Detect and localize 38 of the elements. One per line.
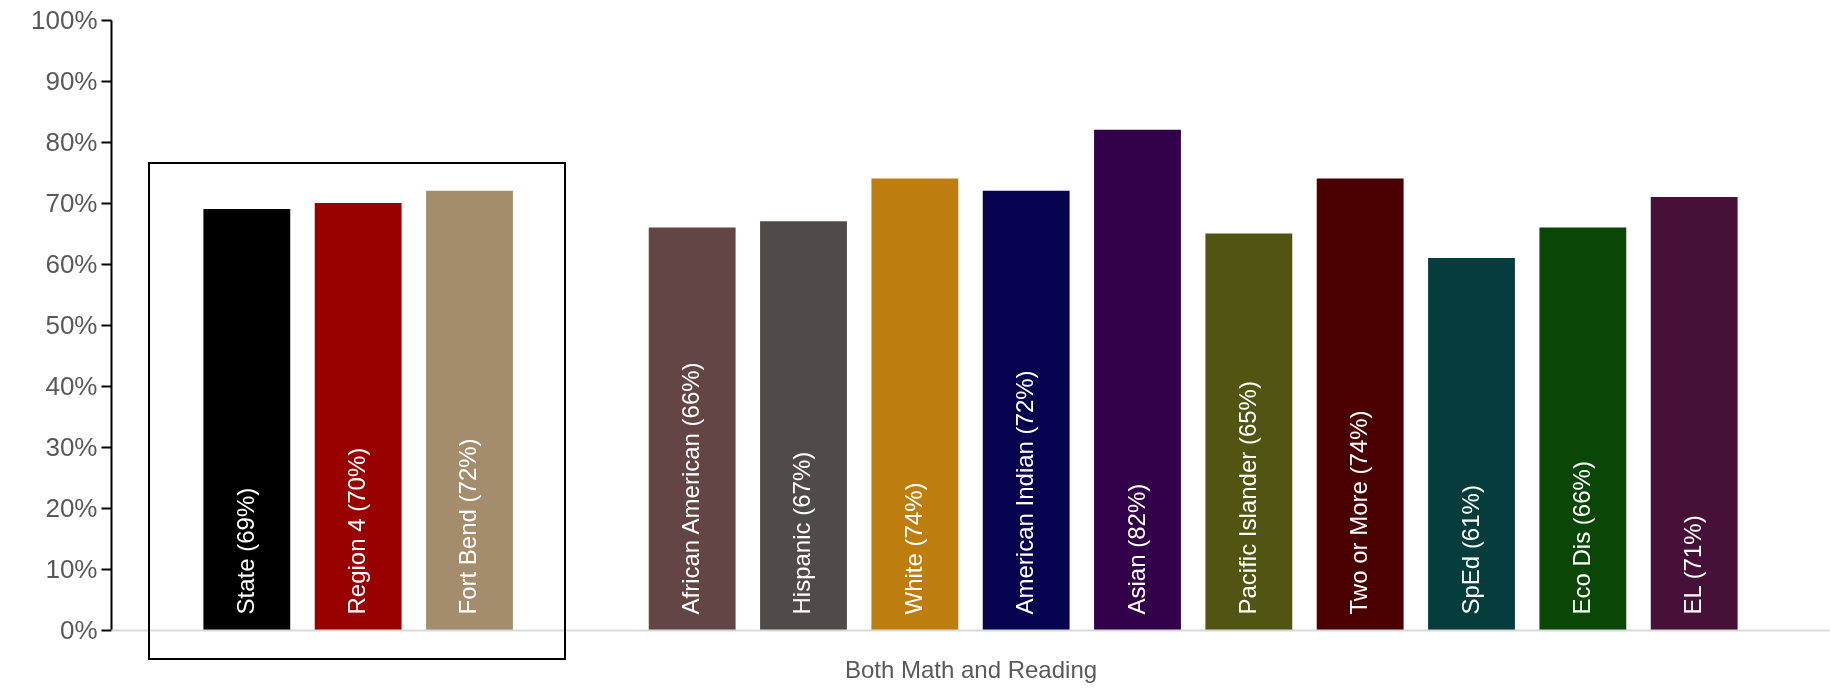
bar — [648, 227, 736, 630]
x-tick-label: Pacific Islander (65%) — [1233, 381, 1261, 615]
x-axis-title: Both Math and Reading — [844, 655, 1098, 683]
bar — [1428, 257, 1515, 630]
bar — [1539, 227, 1627, 630]
y-tick-label: 20% — [45, 492, 98, 523]
bar — [871, 178, 959, 630]
y-tick-label: 50% — [45, 309, 98, 340]
y-tick-label: 90% — [45, 65, 98, 96]
bar — [982, 190, 1070, 630]
x-tick-label: Asian (82%) — [1122, 483, 1150, 615]
bar — [1650, 196, 1738, 630]
x-tick-label: American Indian (72%) — [1011, 370, 1039, 615]
bar — [426, 190, 513, 630]
y-tick-label: 0% — [59, 614, 98, 645]
x-tick-label: SpEd (61%) — [1456, 485, 1484, 615]
x-tick-label: Two or More (74%) — [1345, 410, 1373, 615]
bar — [1205, 233, 1293, 630]
bar — [203, 209, 291, 630]
y-tick-label: 10% — [45, 553, 98, 584]
bar — [314, 203, 402, 630]
x-tick-label: Eco Dis (66%) — [1567, 461, 1595, 615]
x-tick-label: EL (71%) — [1679, 515, 1707, 615]
x-tick-label: State (69%) — [231, 487, 259, 615]
x-tick-label: African American (66%) — [677, 362, 705, 615]
bar — [1094, 129, 1181, 630]
x-tick-label: Fort Bend (72%) — [454, 438, 482, 615]
bar — [760, 221, 847, 630]
x-tick-label: White (74%) — [899, 482, 927, 615]
y-tick-label: 40% — [45, 370, 98, 401]
y-tick-label: 100% — [31, 4, 98, 35]
bar — [1316, 178, 1404, 630]
x-tick-label: Hispanic (67%) — [788, 451, 816, 615]
y-tick-label: 60% — [45, 248, 98, 279]
x-tick-label: Region 4 (70%) — [343, 447, 371, 615]
y-tick-label: 70% — [45, 187, 98, 218]
y-tick-label: 80% — [45, 126, 98, 157]
y-tick-label: 30% — [45, 431, 98, 462]
